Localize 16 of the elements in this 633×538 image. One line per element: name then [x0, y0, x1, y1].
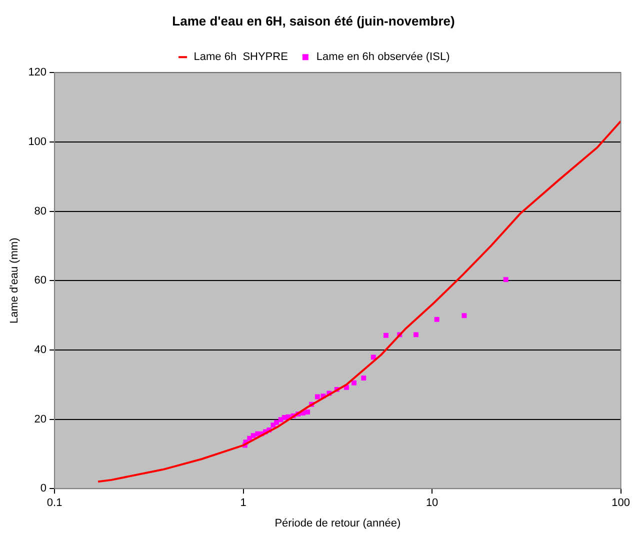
x-tick-label: 1: [240, 497, 246, 510]
y-tick-label: 120: [28, 66, 47, 79]
y-tick-label: 80: [34, 205, 47, 218]
y-tick-label: 0: [40, 482, 47, 495]
y-axis-title: Lame d'eau (mm): [8, 238, 21, 324]
legend-label: Lame 6h SHYPRE: [194, 51, 288, 64]
x-tick-label: 10: [426, 497, 438, 510]
y-tick-label: 40: [34, 344, 47, 356]
y-tick-label: 100: [28, 136, 47, 148]
x-tick-label: 0.1: [46, 497, 62, 510]
legend-label: Lame en 6h observée (ISL): [316, 51, 450, 64]
y-tick-label: 20: [34, 413, 47, 426]
chart-title: Lame d'eau en 6H, saison été (juin-novembre): [172, 13, 455, 28]
x-tick-label: 100: [612, 497, 630, 510]
x-axis-title: Période de retour (année): [274, 517, 401, 530]
y-tick-label: 60: [34, 274, 47, 287]
